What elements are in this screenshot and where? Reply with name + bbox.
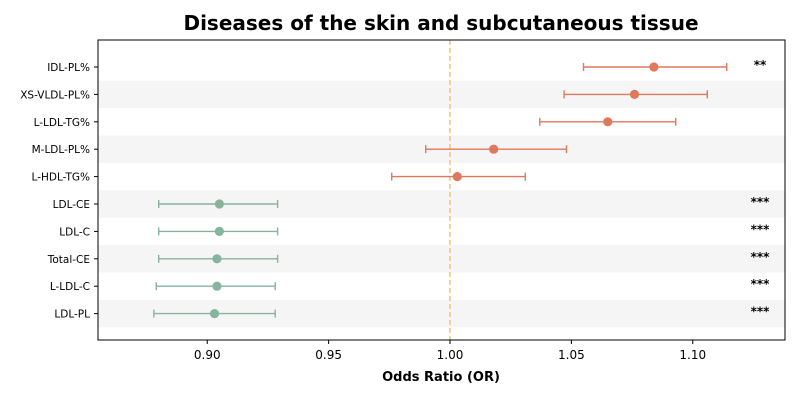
point-estimate xyxy=(212,281,222,291)
forest-row: M-LDL-PL% xyxy=(32,144,568,156)
point-estimate xyxy=(209,309,220,319)
significance-marker: *** xyxy=(751,195,771,209)
point-estimate xyxy=(603,117,613,127)
forest-row: LDL-PL *** xyxy=(54,305,770,321)
axes: 0.90 0.95 1.00 1.05 1.10 xyxy=(94,39,786,362)
point-estimate xyxy=(214,199,224,209)
y-tick-label: L-HDL-TG% xyxy=(32,172,90,184)
x-tick-label: 1.05 xyxy=(558,348,585,362)
y-tick-label: XS-VLDL-PL% xyxy=(20,89,90,101)
x-tick-label: 0.90 xyxy=(194,348,221,362)
x-tick-label: 1.00 xyxy=(437,348,464,362)
forest-row: XS-VLDL-PL% xyxy=(20,89,709,101)
y-tick-label: L-LDL-TG% xyxy=(34,117,90,129)
point-estimate xyxy=(452,172,462,182)
forest-row: LDL-C *** xyxy=(59,222,770,238)
point-estimate xyxy=(649,62,659,72)
plot-frame xyxy=(97,39,786,341)
x-axis-label: Odds Ratio (OR) xyxy=(382,370,500,385)
point-estimate xyxy=(489,144,499,154)
data-rows: IDL-PL% ** XS-VLDL-PL% L-LDL-TG% M-LDL-PL% L-… xyxy=(20,58,770,321)
y-tick-label: L-LDL-C xyxy=(50,281,90,293)
y-tick-label: Total-CE xyxy=(47,254,90,266)
significance-marker: *** xyxy=(751,222,771,236)
y-tick-label: LDL-CE xyxy=(53,199,90,211)
y-tick-label: M-LDL-PL% xyxy=(32,144,90,156)
significance-marker: *** xyxy=(751,277,771,291)
forest-row: L-LDL-TG% xyxy=(34,117,677,129)
significance-marker: ** xyxy=(754,58,767,72)
point-estimate xyxy=(629,89,640,99)
x-tick-label: 0.95 xyxy=(315,348,342,362)
chart-title: Diseases of the skin and subcutaneous ti… xyxy=(183,11,698,35)
forest-row: LDL-CE *** xyxy=(53,195,770,211)
significance-marker: *** xyxy=(751,305,771,319)
significance-marker: *** xyxy=(751,250,771,264)
forest-row: L-LDL-C *** xyxy=(50,277,770,293)
forest-row: Total-CE *** xyxy=(47,250,770,266)
forest-row: L-HDL-TG% xyxy=(32,172,526,184)
y-tick-label: LDL-PL xyxy=(54,309,90,321)
x-tick-label: 1.10 xyxy=(679,348,706,362)
y-tick-label: LDL-C xyxy=(59,226,90,238)
point-estimate xyxy=(214,226,224,236)
forest-row: IDL-PL% ** xyxy=(47,58,767,74)
point-estimate xyxy=(212,254,222,264)
y-tick-label: IDL-PL% xyxy=(47,62,90,74)
